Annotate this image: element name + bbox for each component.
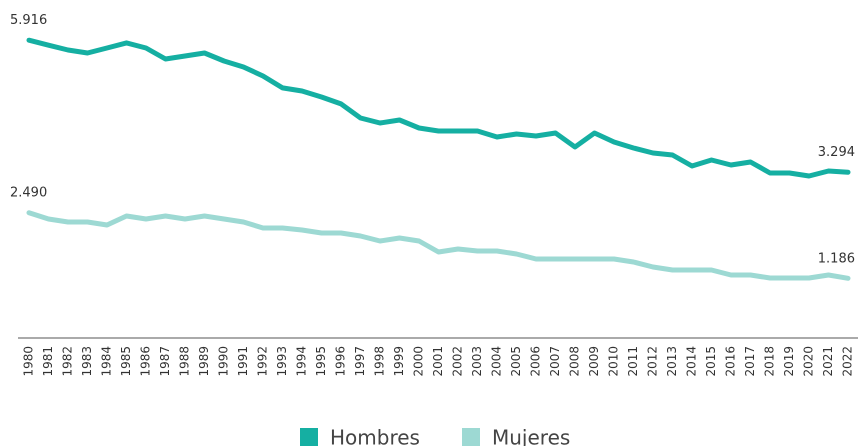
x-tick-label: 2015 xyxy=(704,346,718,377)
x-tick-label: 2009 xyxy=(587,346,601,377)
x-tick-label: 1999 xyxy=(392,346,406,377)
x-tick-label: 2007 xyxy=(548,346,562,377)
x-tick-label: 1988 xyxy=(178,346,192,377)
x-tick-label: 2005 xyxy=(509,346,523,377)
line xyxy=(26,37,851,179)
x-tick-label: 1992 xyxy=(256,346,270,377)
x-tick-label: 2001 xyxy=(431,346,445,377)
x-tick-label: 2019 xyxy=(782,346,796,377)
x-tick-label: 2021 xyxy=(821,346,835,377)
x-tick-label: 2016 xyxy=(724,346,738,377)
x-tick-label: 2003 xyxy=(470,346,484,377)
x-tick-label: 2014 xyxy=(685,346,699,377)
legend-label: Hombres xyxy=(330,426,420,446)
data-label: 3.294 xyxy=(818,145,855,160)
x-tick-label: 1996 xyxy=(334,346,348,377)
x-tick-label: 1989 xyxy=(197,346,211,377)
data-label: 1.186 xyxy=(818,251,855,266)
x-tick-label: 2022 xyxy=(841,346,855,377)
x-tick-label: 2010 xyxy=(607,346,621,377)
x-tick-label: 1991 xyxy=(236,346,250,377)
x-tick-label: 2006 xyxy=(529,346,543,377)
x-tick-label: 1982 xyxy=(61,346,75,377)
x-tick-label: 1987 xyxy=(158,346,172,377)
x-tick-label: 1980 xyxy=(22,346,36,377)
x-tick-label: 1983 xyxy=(80,346,94,377)
x-tick-label: 1981 xyxy=(41,346,55,377)
x-tick-label: 2012 xyxy=(646,346,660,377)
x-tick-label: 2017 xyxy=(743,346,757,377)
legend-swatch xyxy=(300,428,318,446)
x-tick-label: 1995 xyxy=(314,346,328,377)
x-tick-label: 2002 xyxy=(451,346,465,377)
x-tick-label: 2011 xyxy=(626,346,640,377)
data-label: 5.916 xyxy=(10,13,47,28)
x-tick-label: 2000 xyxy=(412,346,426,377)
x-tick-label: 2018 xyxy=(763,346,777,377)
x-tick-label: 2020 xyxy=(802,346,816,377)
line xyxy=(26,210,851,281)
x-tick-label: 1997 xyxy=(353,346,367,377)
x-tick-label: 2004 xyxy=(490,346,504,377)
legend-label: Mujeres xyxy=(492,426,570,446)
x-tick-label: 1998 xyxy=(373,346,387,377)
x-tick-label: 1990 xyxy=(217,346,231,377)
x-tick-label: 1985 xyxy=(119,346,133,377)
x-tick-label: 1994 xyxy=(295,346,309,377)
legend-swatch xyxy=(462,428,480,446)
x-tick-label: 1984 xyxy=(100,346,114,377)
data-label: 2.490 xyxy=(10,186,47,201)
x-tick-label: 1986 xyxy=(139,346,153,377)
x-tick-label: 1993 xyxy=(275,346,289,377)
x-tick-label: 2013 xyxy=(665,346,679,377)
x-tick-label: 2008 xyxy=(568,346,582,377)
